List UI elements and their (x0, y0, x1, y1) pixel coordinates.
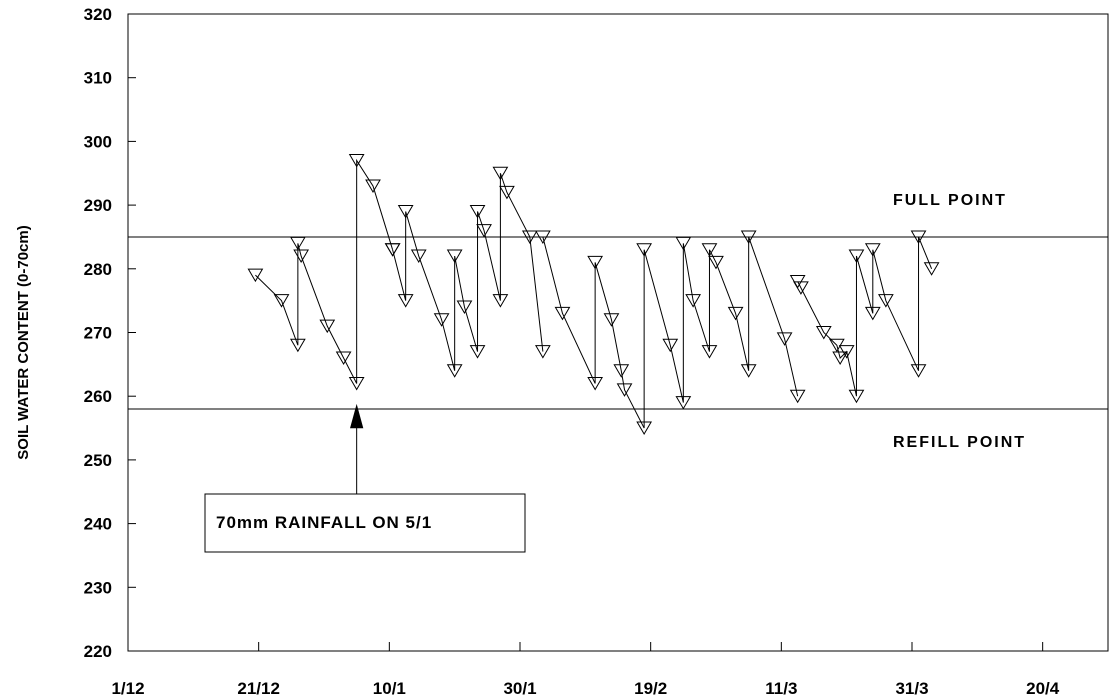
reference-lines: FULL POINT REFILL POINT (128, 192, 1108, 451)
y-tick-label: 220 (84, 642, 112, 661)
y-tick-label: 240 (84, 515, 112, 534)
data-point-marker (616, 383, 633, 397)
data-point-marker (587, 255, 604, 270)
data-point-marker (662, 338, 679, 353)
plot-frame (127, 13, 1109, 652)
data-point-marker (838, 345, 855, 359)
data-point-marker (410, 249, 427, 264)
data-point-marker (789, 389, 806, 404)
x-tick-label: 21/12 (237, 679, 280, 698)
data-point-marker (587, 376, 604, 391)
data-point-marker (740, 230, 757, 244)
y-tick-label: 320 (84, 5, 112, 24)
reference-label: FULL POINT (893, 192, 1007, 209)
data-point-marker (848, 389, 865, 404)
y-tick-label: 300 (84, 132, 112, 151)
data-point-marker (910, 230, 927, 244)
data-point-marker (446, 249, 463, 264)
y-tick-label: 270 (84, 324, 112, 343)
data-point-marker (848, 249, 865, 264)
data-point-marker (708, 255, 724, 270)
series-line (392, 173, 544, 371)
data-point-marker (492, 166, 509, 181)
data-point-marker (636, 243, 653, 257)
series-line (255, 158, 394, 384)
x-tick-label: 1/12 (111, 679, 144, 698)
data-point-marker (499, 185, 515, 200)
x-tick-label: 10/1 (373, 679, 406, 698)
data-point-marker (727, 306, 744, 321)
data-point-marker (273, 294, 290, 308)
y-tick-label: 230 (84, 578, 112, 597)
x-tick-label: 11/3 (765, 679, 797, 698)
data-point-marker (685, 294, 702, 308)
data-point-marker (864, 243, 881, 257)
data-point-marker (554, 306, 571, 321)
data-point-marker (348, 376, 365, 391)
data-point-marker (534, 345, 551, 359)
y-tick-label: 250 (84, 451, 112, 470)
data-point-marker (397, 204, 414, 219)
axis-layer: 220 230 240 250 260 270 280 290 300 310 320 1/12 21/… (15, 5, 1109, 698)
data-point-marker (675, 236, 692, 251)
annotation-box (204, 493, 526, 553)
data-point-marker (793, 281, 809, 295)
data-point-marker (636, 421, 653, 436)
annotation-layer: 70mm RAINFALL ON 5/1 (204, 403, 526, 553)
annotation-arrow-head (350, 403, 364, 429)
data-point-marker (319, 319, 336, 334)
data-point-marker (832, 351, 849, 365)
x-tick-label: 31/3 (895, 679, 928, 698)
data-point-marker (740, 364, 757, 378)
x-tick-label: 19/2 (634, 679, 667, 698)
data-point-marker (289, 338, 306, 353)
x-tick-label: 30/1 (503, 679, 536, 698)
series-line (542, 236, 799, 429)
data-point-marker (348, 154, 365, 168)
data-point-marker (815, 326, 832, 340)
data-point-marker (247, 268, 264, 283)
data-point-marker (289, 236, 306, 251)
data-point-marker (877, 294, 894, 308)
data-point-marker (492, 294, 509, 308)
data-point-marker (675, 396, 692, 410)
series-line (797, 236, 933, 397)
data-point-marker (365, 179, 381, 193)
y-tick-label: 260 (84, 387, 112, 406)
y-tick-label: 290 (84, 196, 112, 215)
data-point-marker (603, 313, 620, 327)
y-tick-label: 280 (84, 260, 112, 279)
data-point-marker (923, 262, 940, 276)
data-point-marker (701, 345, 718, 359)
data-point-marker (701, 243, 718, 257)
data-point-marker (476, 224, 492, 238)
data-point-marker (910, 364, 927, 378)
data-point-marker (446, 364, 463, 378)
y-axis-label: SOIL WATER CONTENT (0-70cm) (15, 225, 32, 459)
data-point-marker (534, 230, 551, 244)
data-point-marker (776, 332, 793, 346)
data-point-marker (864, 306, 881, 321)
annotation-text: 70mm RAINFALL ON 5/1 (216, 513, 432, 532)
data-point-marker (433, 313, 450, 327)
y-tick-label: 310 (84, 69, 112, 88)
data-point-marker (335, 351, 352, 365)
series-layer (247, 154, 940, 436)
data-point-marker (397, 294, 414, 308)
data-point-marker (384, 243, 401, 257)
data-point-marker (521, 230, 538, 244)
x-tick-label: 20/4 (1026, 679, 1060, 698)
data-point-marker (469, 204, 486, 219)
data-point-marker (456, 300, 473, 315)
reference-label: REFILL POINT (893, 434, 1026, 451)
data-point-marker (469, 345, 486, 359)
data-point-marker (293, 249, 310, 264)
data-point-marker (613, 364, 630, 378)
